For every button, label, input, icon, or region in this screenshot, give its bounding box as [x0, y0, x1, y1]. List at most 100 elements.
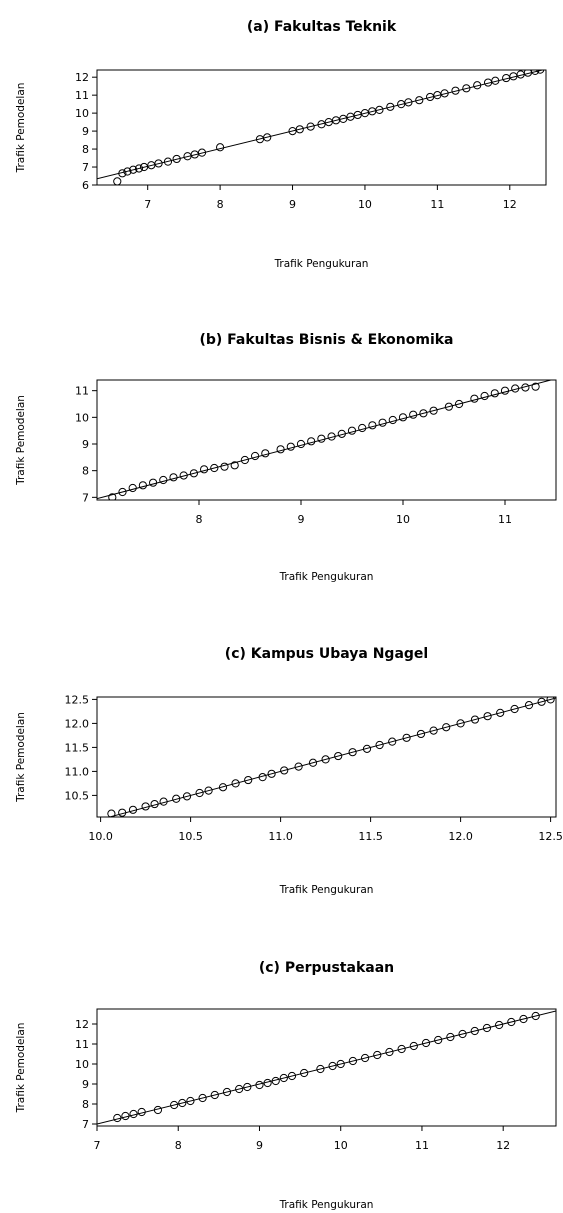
x-tick-label: 12 [496, 1139, 510, 1152]
data-point [200, 465, 209, 474]
data-point [107, 809, 116, 817]
data-point [519, 1014, 528, 1024]
y-tick-label: 8 [82, 465, 89, 478]
data-point [510, 704, 519, 714]
data-point [404, 98, 413, 107]
y-tick-label: 9 [82, 438, 89, 451]
data-point [295, 125, 304, 134]
y-axis-label: Trafik Pemodelan [15, 83, 27, 174]
x-tick-label: 11 [415, 1139, 429, 1152]
chart-panel-2: (b) Fakultas Bisnis & Ekonomika 8 9 10 11 7 8 9… [15, 332, 557, 583]
y-tick-label: 6 [82, 179, 89, 192]
data-point [267, 769, 276, 778]
data-point [170, 1100, 179, 1110]
data-point [490, 389, 499, 398]
data-point [419, 409, 428, 418]
data-point [118, 808, 127, 817]
data-point [218, 783, 228, 792]
data-point [373, 1050, 382, 1060]
data-point [524, 701, 534, 710]
data-point [150, 799, 159, 809]
data-point [240, 455, 249, 465]
chart-panel-4: (c) Perpustakaan 7 8 9 10 11 12 7 8 9 10 11 12 Trafik… [15, 960, 557, 1211]
x-axis-label: Trafik Pengukuran [274, 258, 369, 270]
data-point [113, 1113, 122, 1123]
y-axis-label: Trafik Pemodelan [15, 1023, 27, 1114]
data-point [531, 382, 540, 391]
y-tick-label: 7 [82, 161, 89, 174]
data-point [169, 473, 178, 482]
data-point [317, 120, 326, 129]
data-point [163, 157, 173, 166]
data-point [446, 1032, 455, 1042]
data-point [113, 177, 122, 185]
data-point [134, 164, 144, 173]
y-axis-label: Trafik Pemodelan [15, 395, 27, 486]
data-point [385, 1047, 394, 1057]
data-point [159, 475, 168, 485]
data-point [279, 1073, 288, 1083]
data-point [129, 165, 138, 174]
data-point [287, 1071, 297, 1081]
x-axis-label: Trafik Pengukuran [279, 571, 374, 583]
x-tick-label: 9 [289, 198, 296, 211]
data-point [470, 394, 479, 403]
data-point [480, 391, 489, 401]
data-point [179, 471, 188, 480]
data-point [210, 463, 219, 473]
data-point [500, 386, 510, 395]
data-point [470, 1026, 479, 1036]
data-point [231, 779, 240, 788]
data-point [409, 1041, 418, 1051]
data-point [276, 445, 285, 454]
x-tick-label: 10 [334, 1139, 348, 1152]
chart-panel-1: (a) Fakultas Teknik 7 8 9 10 11 12 6 7 8 9 10 11 12 Tr… [15, 19, 547, 270]
y-tick-label: 12.5 [65, 693, 90, 706]
data-point [336, 1059, 345, 1069]
data-point [491, 76, 500, 85]
x-tick-label: 12.5 [538, 830, 563, 843]
data-point [378, 418, 387, 427]
y-tick-label: 11.5 [65, 741, 90, 754]
data-point [129, 1109, 138, 1119]
data-point [496, 708, 505, 717]
data-point [300, 1068, 309, 1078]
x-tick-label: 11.0 [268, 830, 293, 843]
data-point [507, 1017, 516, 1027]
data-point [360, 1053, 370, 1063]
data-point [195, 788, 204, 798]
y-tick-label: 8 [82, 143, 89, 156]
x-tick-label: 8 [217, 198, 224, 211]
data-point [128, 483, 137, 493]
x-tick-label: 10 [396, 513, 410, 526]
data-point [456, 719, 465, 728]
data-point [128, 805, 138, 814]
data-point [263, 133, 272, 142]
data-point [261, 449, 270, 458]
data-point [434, 1035, 443, 1045]
y-tick-label: 10 [75, 107, 89, 120]
x-axis-label: Trafik Pengukuran [279, 884, 374, 896]
data-point [388, 737, 397, 746]
data-point [521, 383, 530, 392]
y-axis-label: Trafik Pemodelan [15, 712, 27, 803]
x-tick-label: 11 [430, 198, 444, 211]
data-point [328, 1061, 337, 1071]
data-point [198, 1093, 207, 1103]
data-point [149, 478, 158, 487]
x-tick-label: 11.5 [358, 830, 383, 843]
data-point [271, 1076, 280, 1086]
data-point [154, 159, 163, 168]
data-point [327, 432, 336, 441]
y-tick-label: 9 [82, 1078, 89, 1091]
data-point [409, 410, 418, 419]
data-point [118, 487, 127, 497]
data-point [317, 434, 326, 443]
data-point [386, 102, 395, 111]
data-point [455, 399, 464, 409]
data-point [189, 469, 198, 478]
data-points [113, 1011, 540, 1123]
x-tick-label: 9 [298, 513, 305, 526]
data-points [108, 382, 540, 500]
data-point [402, 733, 411, 742]
